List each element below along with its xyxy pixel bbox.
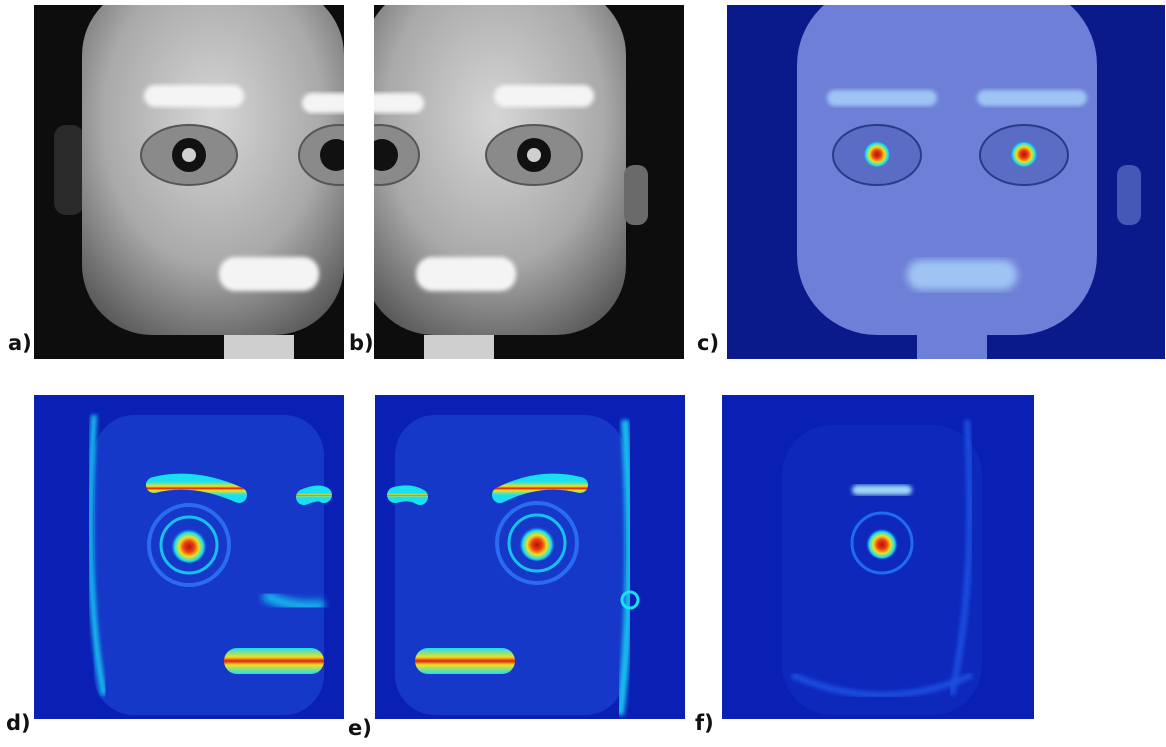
panel-label-c: c) bbox=[697, 331, 720, 355]
panel-f-heatmap bbox=[722, 395, 1034, 719]
saliency-heatmap-combined bbox=[722, 395, 1034, 719]
saliency-heatmap-left bbox=[34, 395, 344, 719]
panel-c-image bbox=[727, 5, 1165, 359]
saliency-heatmap-right bbox=[375, 395, 685, 719]
panel-d-heatmap bbox=[34, 395, 344, 719]
robot-face-right-photo bbox=[374, 5, 684, 359]
panel-label-a: a) bbox=[8, 331, 32, 355]
saliency-overlay-photo bbox=[727, 5, 1165, 359]
panel-a-image bbox=[34, 5, 344, 359]
panel-label-e: e) bbox=[348, 716, 372, 740]
panel-b-image bbox=[374, 5, 684, 359]
panel-e-heatmap bbox=[375, 395, 685, 719]
panel-label-f: f) bbox=[695, 711, 714, 735]
panel-label-d: d) bbox=[6, 711, 31, 735]
robot-face-left-photo bbox=[34, 5, 344, 359]
panel-label-b: b) bbox=[349, 331, 374, 355]
